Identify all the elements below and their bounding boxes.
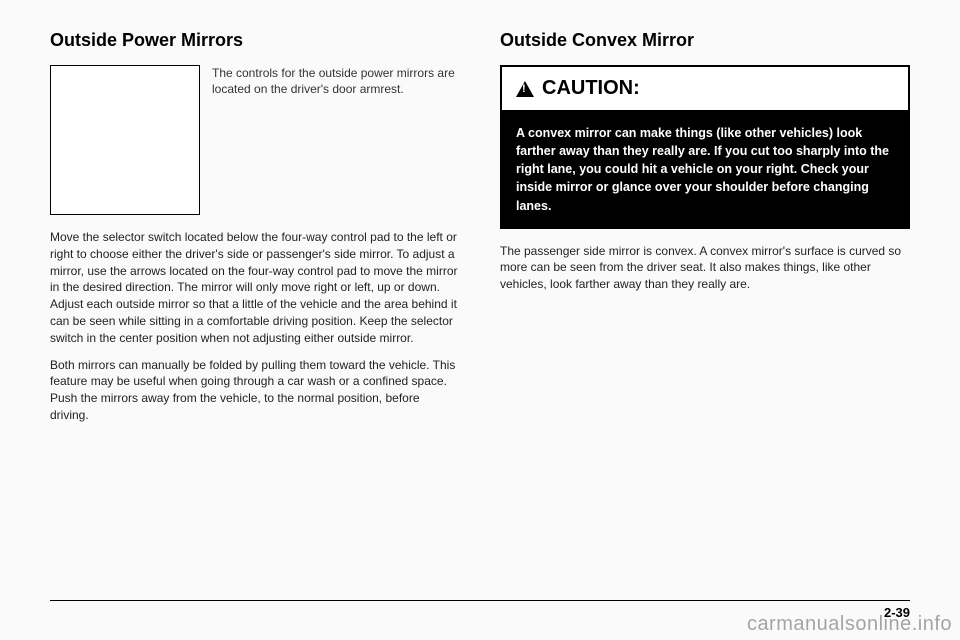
watermark: carmanualsonline.info bbox=[747, 613, 952, 636]
content-columns: Outside Power Mirrors The controls for t… bbox=[50, 30, 910, 592]
manual-page: Outside Power Mirrors The controls for t… bbox=[0, 0, 960, 640]
caution-header: CAUTION: bbox=[502, 67, 908, 112]
right-heading: Outside Convex Mirror bbox=[500, 30, 910, 51]
left-para-2: Both mirrors can manually be folded by p… bbox=[50, 357, 460, 424]
right-para-1: The passenger side mirror is convex. A c… bbox=[500, 243, 910, 293]
caution-label: CAUTION: bbox=[542, 77, 640, 100]
warning-triangle-icon bbox=[516, 81, 534, 97]
caution-box: CAUTION: A convex mirror can make things… bbox=[500, 65, 910, 229]
image-row: The controls for the outside power mirro… bbox=[50, 65, 460, 215]
left-column: Outside Power Mirrors The controls for t… bbox=[50, 30, 460, 592]
left-para-1: Move the selector switch located below t… bbox=[50, 229, 460, 347]
image-caption: The controls for the outside power mirro… bbox=[212, 65, 460, 215]
caution-body: A convex mirror can make things (like ot… bbox=[502, 112, 908, 227]
right-column: Outside Convex Mirror CAUTION: A convex … bbox=[500, 30, 910, 592]
mirror-control-image bbox=[50, 65, 200, 215]
left-heading: Outside Power Mirrors bbox=[50, 30, 460, 51]
